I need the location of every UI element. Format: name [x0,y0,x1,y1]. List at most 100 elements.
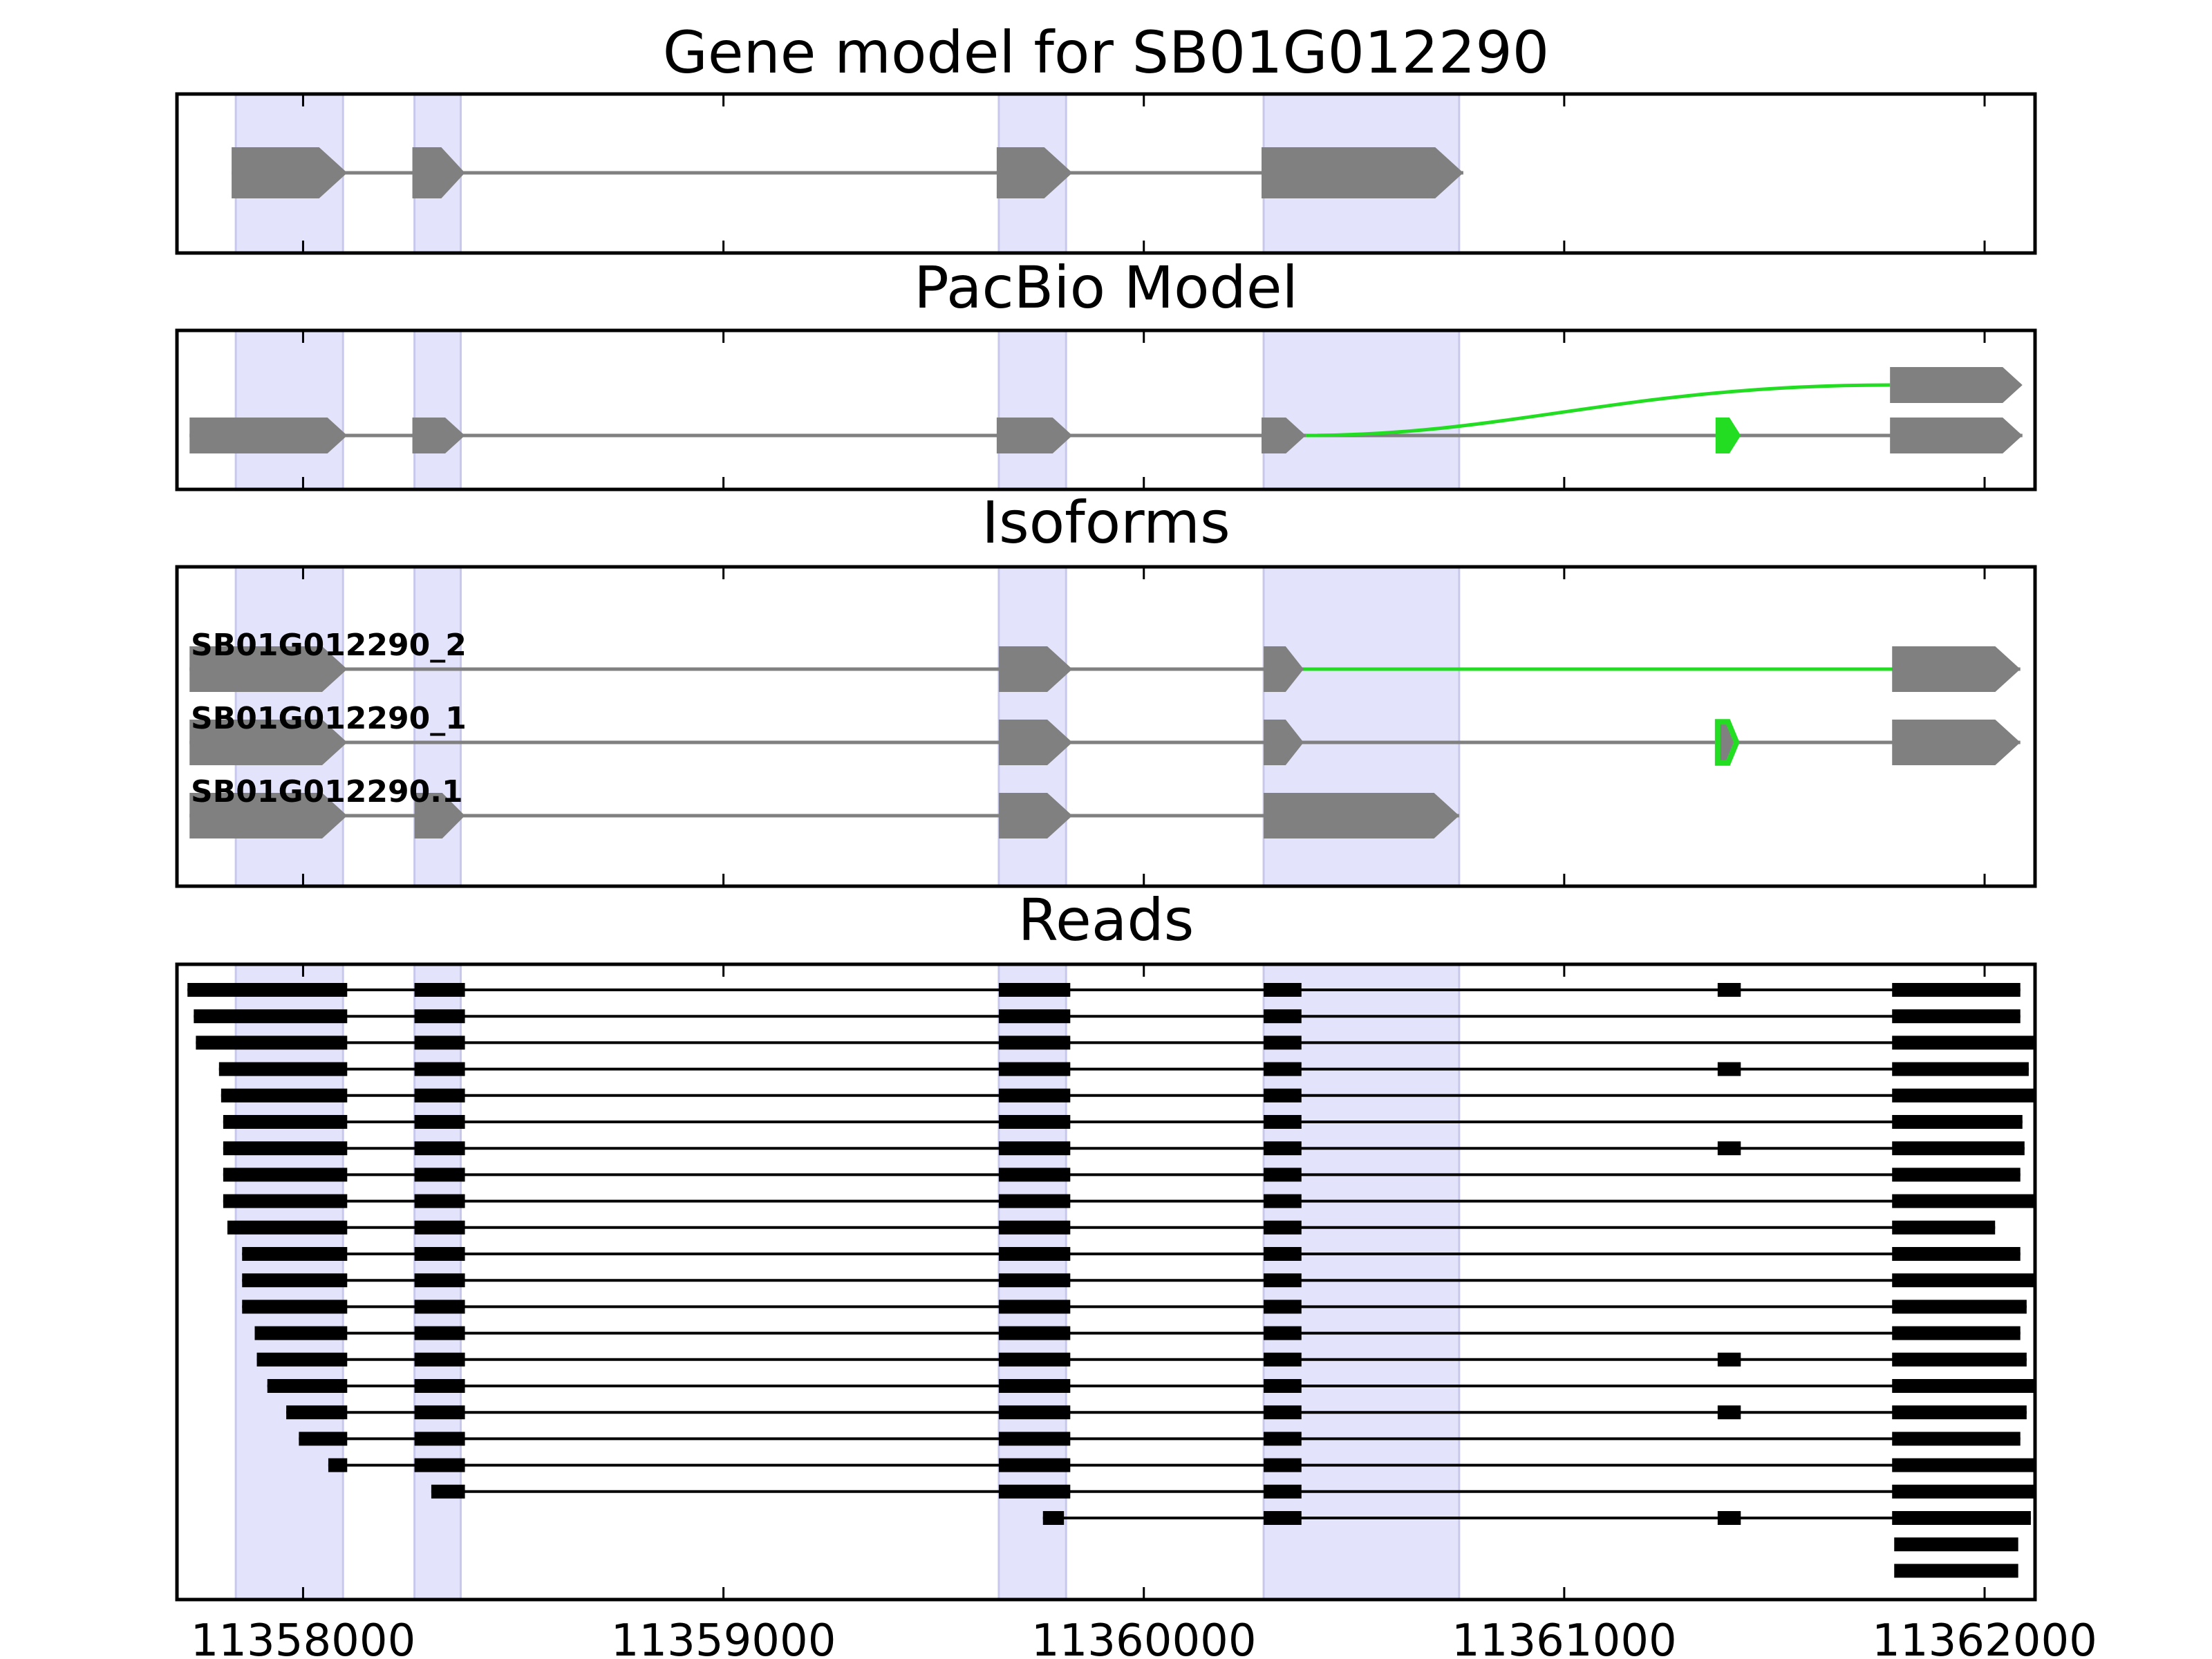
read-block [998,1168,1071,1182]
read-block [1892,1194,2035,1208]
read-block [1892,1115,2023,1129]
read-block [1892,1484,2035,1499]
read-block [414,1326,465,1340]
exon-block [1892,720,2021,765]
highlight-region [997,329,1067,491]
x-axis: 11358000 11359000 11360000 11361000 11362000 [191,1615,2097,1659]
exon-block [1262,418,1306,453]
read-block [1892,1168,2021,1182]
highlight-region [1262,329,1461,491]
read-block [1264,983,1302,997]
read-block [1264,1405,1302,1420]
read-block [1264,1115,1302,1129]
read-block [1717,1405,1741,1420]
read-block [998,1220,1071,1235]
read-block [1892,1405,2027,1420]
read-block [414,1432,465,1446]
read-block [414,1247,465,1261]
read-block [187,983,348,997]
read-block [414,1088,465,1103]
isoforms-panel: SB01G012290_2 SB01G012290_1 SB01G012290.1 [175,565,2037,888]
read-block [256,1352,348,1367]
read-block [1892,1511,2031,1525]
read-block [1264,1432,1302,1446]
read-block [414,1194,465,1208]
exon-block [412,147,465,198]
panel-title-pacbio: PacBio Model [914,254,1298,321]
alt-exon-block [1890,367,2023,403]
read-block [223,1115,348,1129]
read-block [414,1379,465,1393]
exon-block [1264,720,1304,765]
exon-block [996,418,1073,453]
read-block [414,1009,465,1024]
read-block [221,1088,348,1103]
gene-model-panel [175,92,2037,255]
exon-block [996,147,1073,198]
panel-title-reads: Reads [1018,886,1194,954]
read-block [1892,1432,2021,1446]
exon-block [232,147,348,198]
exon-block [1890,418,2023,453]
exon-block [1264,793,1459,838]
read-block [1894,1564,2018,1578]
exon-block [189,418,348,453]
read-block [242,1247,348,1261]
reads-panel [175,962,2037,1602]
read-block [1264,1326,1302,1340]
read-block [1894,1537,2018,1552]
read-block [242,1300,348,1314]
read-block [1717,1062,1741,1076]
read-block [1892,1141,2025,1156]
read-block [998,1194,1071,1208]
read-block [1264,1035,1302,1050]
read-block [414,1352,465,1367]
read-block [1264,1379,1302,1393]
read-block [998,1352,1071,1367]
read-block [998,1432,1071,1446]
exon-block [189,720,348,765]
read-block [998,1062,1071,1076]
exon-block [412,418,465,453]
exon-block [1262,147,1463,198]
read-block [998,1141,1071,1156]
read-block [1892,1352,2027,1367]
panel-title-isoforms: Isoforms [982,489,1230,556]
exon-block [189,793,348,838]
read-block [223,1168,348,1182]
read-block [1892,1088,2035,1103]
panel-frame [175,962,2037,1602]
read-block [998,1273,1071,1288]
read-block [414,983,465,997]
read-block [998,1115,1071,1129]
read-block [1892,1300,2027,1314]
read-block [1717,1141,1741,1156]
novel-exon-block [1714,719,1740,766]
read-block [414,1458,465,1472]
novel-exon-block [1715,418,1741,453]
read-block [1892,1273,2035,1288]
read-block [1264,1141,1302,1156]
read-block [227,1220,348,1235]
exon-block [414,793,465,838]
read-block [267,1379,348,1393]
exon-block [189,646,348,692]
read-block [998,1405,1071,1420]
read-block [196,1035,348,1050]
panel-title-gene: Gene model for SB01G012290 [663,19,1549,86]
exon-block [998,793,1073,838]
x-tick-label: 11358000 [191,1615,416,1659]
read-block [1264,1009,1302,1024]
read-block [998,1326,1071,1340]
read-block [414,1141,465,1156]
read-block [1892,1035,2035,1050]
read-block [998,1088,1071,1103]
read-block [1264,1062,1302,1076]
isoform-label: SB01G012290_1 [191,701,467,736]
read-block [1264,1088,1302,1103]
x-tick-label: 11361000 [1452,1615,1677,1659]
panel-frame [175,92,2037,255]
read-block [328,1458,348,1472]
read-block [998,1035,1071,1050]
